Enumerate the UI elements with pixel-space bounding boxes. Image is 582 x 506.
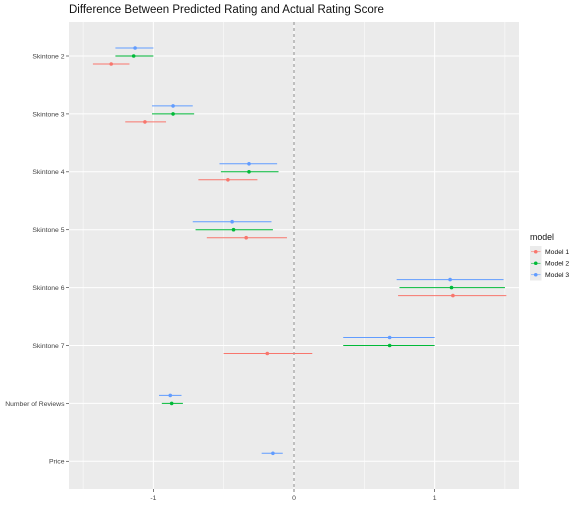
y-tick-label: Skintone 3 [32,111,64,118]
legend-label: Model 1 [545,249,569,256]
point-estimate [451,293,455,298]
point-estimate [169,401,174,406]
point-estimate [226,178,230,182]
data-marks [92,46,507,456]
point-estimate [168,393,173,398]
point-estimate [247,170,251,174]
y-axis: Skintone 2 Skintone 3 Skintone 4 Skintone 5… [5,53,69,466]
legend-label: Model 2 [545,261,569,268]
grid-lines [69,22,519,489]
y-tick-label: Skintone 6 [32,285,64,292]
y-tick-label: Price [49,459,65,466]
point-estimate [449,285,454,290]
point-estimate [387,335,392,340]
y-tick-label: Skintone 5 [32,227,64,234]
point-estimate [387,343,392,348]
point-estimate [171,104,175,108]
x-tick-label: 1 [433,495,437,502]
point-estimate [109,62,113,66]
point-estimate [230,219,234,224]
y-tick-label: Skintone 7 [32,343,64,350]
point-estimate [143,120,147,124]
point-estimate [271,451,275,456]
x-axis: -1 0 1 [150,489,437,502]
point-estimate [131,54,136,58]
point-estimate [244,235,248,240]
y-tick-label: Skintone 2 [32,53,64,60]
point-estimate [171,112,175,116]
legend-title: model [530,232,554,242]
legend: model Model 1 Model 2 Model 3 [530,232,569,281]
point-estimate [247,162,251,166]
point-estimate [265,351,270,356]
point-estimate [231,227,236,232]
legend-label: Model 3 [545,272,569,279]
chart-title: Difference Between Predicted Rating and … [69,4,384,16]
point-estimate [448,277,452,282]
x-tick-label: -1 [150,495,156,502]
y-tick-label: Number of Reviews [5,401,65,408]
y-tick-label: Skintone 4 [32,169,64,176]
x-tick-label: 0 [292,495,296,502]
point-estimate [133,46,137,50]
